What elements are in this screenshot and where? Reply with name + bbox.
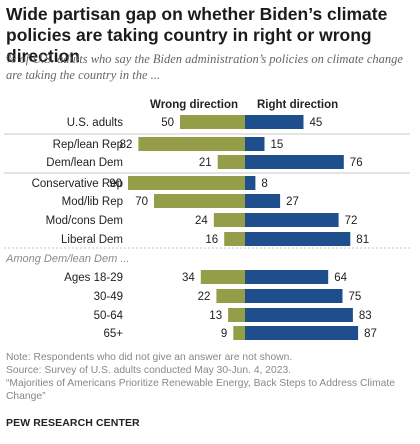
category-label-30-49: 30-49 — [94, 291, 123, 303]
value-right-liberal-dem: 81 — [356, 234, 369, 246]
source-text: Source: Survey of U.S. adults conducted … — [6, 365, 292, 376]
section-label-dem: Among Dem/lean Dem ... — [5, 253, 130, 265]
category-label-65-: 65+ — [103, 328, 123, 340]
value-wrong-50-64: 13 — [209, 310, 222, 322]
bar-right-30-49 — [245, 289, 343, 303]
chart-notes: Note: Respondents who did not give an an… — [6, 351, 410, 403]
value-right-30-49: 75 — [349, 291, 362, 303]
value-wrong-rep-lean-rep: 82 — [120, 139, 133, 151]
value-wrong-dem-lean-dem: 21 — [199, 157, 212, 169]
legend-right-direction: Right direction — [257, 99, 338, 111]
bar-right-ages-18-29 — [245, 270, 329, 284]
bar-wrong-30-49 — [216, 289, 245, 303]
category-label-u-s-adults: U.S. adults — [67, 117, 123, 129]
bar-wrong-conservative-rep — [128, 176, 245, 190]
value-right-ages-18-29: 64 — [334, 272, 347, 284]
bar-right-conservative-rep — [245, 176, 256, 190]
bar-right-50-64 — [245, 308, 353, 322]
value-wrong-ages-18-29: 34 — [182, 272, 195, 284]
bar-right-dem-lean-dem — [245, 155, 344, 169]
note-text: Note: Respondents who did not give an an… — [6, 352, 293, 363]
bar-right-mod-cons-dem — [245, 213, 339, 227]
value-right-mod-cons-dem: 72 — [345, 215, 358, 227]
bar-wrong-ages-18-29 — [200, 270, 245, 284]
bar-wrong-u-s-adults — [180, 115, 245, 129]
category-label-liberal-dem: Liberal Dem — [61, 234, 123, 246]
bar-wrong-mod-cons-dem — [213, 213, 245, 227]
bar-right-rep-lean-rep — [245, 137, 265, 151]
report-title: “Majorities of Americans Prioritize Rene… — [6, 378, 395, 402]
bar-wrong-liberal-dem — [224, 232, 245, 246]
value-right-rep-lean-rep: 15 — [271, 139, 284, 151]
bar-wrong-rep-lean-rep — [138, 137, 245, 151]
value-wrong-mod-lib-rep: 70 — [135, 196, 148, 208]
bar-right-mod-lib-rep — [245, 194, 281, 208]
value-wrong-65-: 9 — [221, 328, 227, 340]
category-label-mod-cons-dem: Mod/cons Dem — [46, 215, 123, 227]
chart-subtitle: % of U.S. adults who say the Biden admin… — [6, 52, 403, 82]
bar-wrong-dem-lean-dem — [217, 155, 245, 169]
diverging-bar-chart: Wrong direction Right direction Among Dem/… — [4, 99, 410, 340]
value-wrong-mod-cons-dem: 24 — [195, 215, 208, 227]
value-wrong-conservative-rep: 90 — [109, 178, 122, 190]
bar-right-liberal-dem — [245, 232, 351, 246]
legend-wrong-direction: Wrong direction — [150, 99, 238, 111]
category-label-mod-lib-rep: Mod/lib Rep — [62, 196, 123, 208]
value-wrong-30-49: 22 — [198, 291, 211, 303]
bar-right-u-s-adults — [245, 115, 304, 129]
category-label-50-64: 50-64 — [94, 310, 124, 322]
category-label-ages-18-29: Ages 18-29 — [64, 272, 123, 284]
category-label-dem-lean-dem: Dem/lean Dem — [46, 157, 123, 169]
value-wrong-liberal-dem: 16 — [205, 234, 218, 246]
category-label-conservative-rep: Conservative Rep — [32, 178, 123, 190]
bar-wrong-65- — [233, 326, 245, 340]
bar-wrong-50-64 — [228, 308, 245, 322]
chart-title: Wide partisan gap on whether Biden’s cli… — [6, 4, 388, 66]
value-right-dem-lean-dem: 76 — [350, 157, 363, 169]
bar-wrong-mod-lib-rep — [154, 194, 245, 208]
value-right-u-s-adults: 45 — [310, 117, 323, 129]
value-right-conservative-rep: 8 — [261, 178, 267, 190]
footer-logo-text: PEW RESEARCH CENTER — [6, 417, 140, 429]
value-right-50-64: 83 — [359, 310, 372, 322]
value-wrong-u-s-adults: 50 — [161, 117, 174, 129]
value-right-mod-lib-rep: 27 — [286, 196, 299, 208]
bar-right-65- — [245, 326, 359, 340]
value-right-65-: 87 — [364, 328, 377, 340]
category-label-rep-lean-rep: Rep/lean Rep — [53, 139, 123, 151]
